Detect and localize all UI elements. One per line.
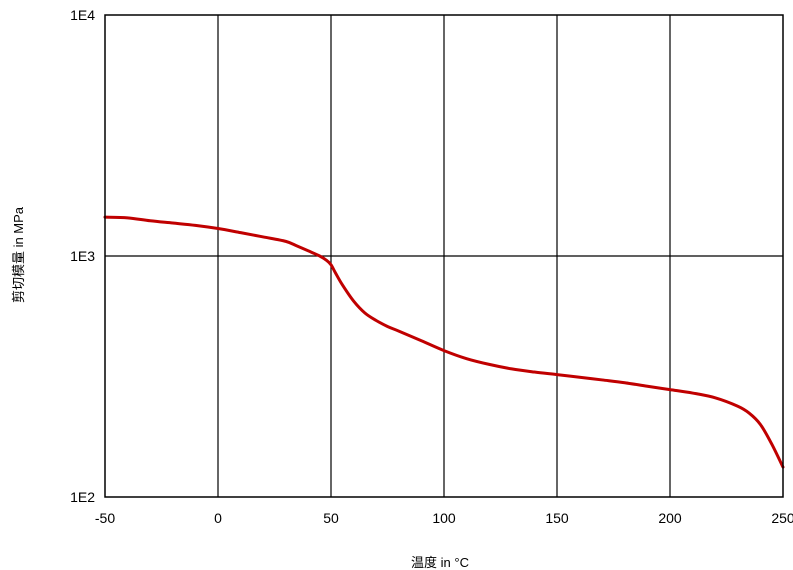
x-axis-ticks: -50 0 50 100 150 200 250: [95, 510, 793, 526]
x-tick-label: 150: [545, 510, 569, 526]
shear-modulus-curve: [103, 215, 785, 469]
x-tick-label: 0: [214, 510, 222, 526]
x-tick-label: 100: [432, 510, 456, 526]
y-tick-label: 1E3: [70, 248, 95, 264]
x-tick-label: 50: [323, 510, 339, 526]
y-axis-ticks: 1E2 1E3 1E4: [70, 7, 95, 505]
y-tick-label: 1E4: [70, 7, 95, 23]
y-axis-title: 剪切模量 in MPa: [11, 206, 26, 303]
x-tick-label: 200: [658, 510, 682, 526]
x-axis-title: 温度 in °C: [411, 555, 469, 570]
grid-lines: [105, 15, 783, 497]
plot-frame: [104, 14, 784, 498]
x-tick-label: 250: [771, 510, 793, 526]
y-tick-label: 1E2: [70, 489, 95, 505]
plot-area: [103, 215, 785, 469]
x-tick-label: -50: [95, 510, 115, 526]
